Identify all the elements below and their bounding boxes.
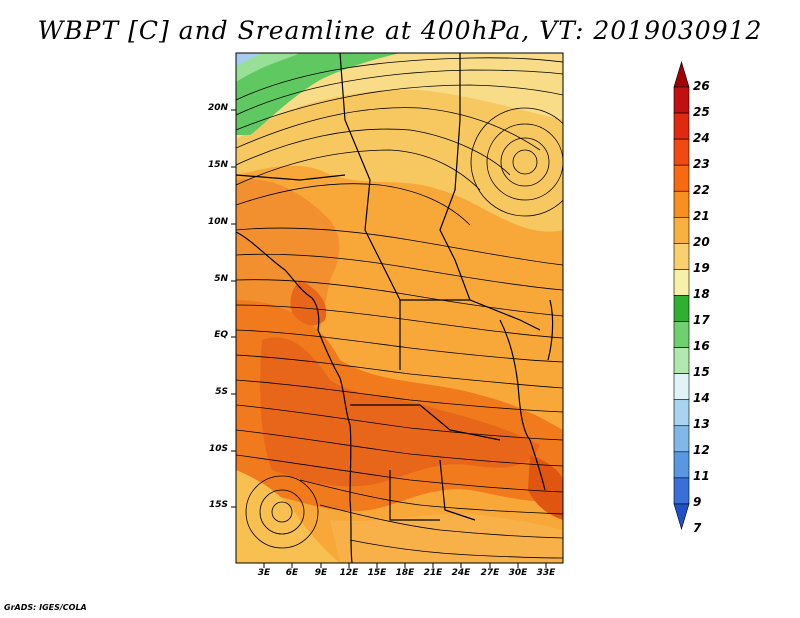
colorbar-label: 18	[693, 287, 710, 301]
lat-ticks	[231, 109, 236, 508]
colorbar-top-arrow	[673, 60, 690, 88]
colorbar-swatch	[673, 138, 690, 166]
coastlines-borders	[236, 53, 554, 563]
colorbar-swatch	[673, 451, 690, 479]
map-frame	[235, 52, 564, 564]
west-redorange-patch	[290, 280, 327, 326]
colorbar	[673, 60, 690, 530]
colorbar-swatch	[673, 190, 690, 218]
colorbar-label: 19	[693, 261, 710, 275]
colorbar-label: 23	[693, 157, 710, 171]
colorbar-label: 20	[693, 235, 710, 249]
southwest-yellow-region	[236, 470, 340, 563]
colorbar-swatch	[673, 216, 690, 244]
colorbar-label: 25	[693, 105, 710, 119]
colorbar-swatch	[673, 321, 690, 348]
lon-label-15e: 15E	[367, 568, 387, 578]
lon-label-27e: 27E	[480, 568, 500, 578]
lon-label-18e: 18E	[395, 568, 415, 578]
colorbar-swatch	[673, 164, 690, 192]
lon-label-21e: 21E	[423, 568, 443, 578]
colorbar-label: 24	[693, 131, 710, 145]
colorbar-label: 17	[693, 313, 710, 327]
lon-label-30e: 30E	[508, 568, 528, 578]
colorbar-label: 7	[693, 521, 702, 535]
lat-label-5s: 5S	[215, 387, 228, 397]
colorbar-swatch	[673, 373, 690, 401]
blue-region	[236, 53, 262, 66]
lat-label-15s: 15S	[208, 500, 228, 510]
lon-label-9e: 9E	[314, 568, 328, 578]
east-red-patch	[528, 455, 563, 520]
wbpt-field	[236, 53, 563, 563]
colorbar-swatch	[673, 112, 690, 140]
colorbar-label: 22	[693, 183, 710, 197]
streamlines	[236, 57, 563, 559]
colorbar-label: 16	[693, 339, 710, 353]
lon-label-24e: 24E	[451, 568, 471, 578]
lat-label-20n: 20N	[207, 103, 228, 113]
green-region	[236, 53, 400, 135]
colorbar-label: 12	[693, 443, 710, 457]
colorbar-swatch	[673, 425, 690, 453]
colorbar-label: 14	[693, 391, 710, 405]
colorbar-swatch	[673, 86, 690, 114]
credit-text: GrADS: IGES/COLA	[4, 603, 87, 612]
lat-label-5n: 5N	[214, 274, 228, 284]
colorbar-label: 9	[693, 495, 702, 509]
south-redorange-region	[260, 337, 540, 487]
south-yellow-region	[330, 513, 563, 563]
colorbar-bottom-arrow	[673, 503, 690, 530]
colorbar-swatch	[673, 269, 690, 296]
colorbar-label: 15	[693, 365, 710, 379]
lon-label-3e: 3E	[257, 568, 271, 578]
lon-label-12e: 12E	[339, 568, 359, 578]
chart-title: WBPT [C] and Sreamline at 400hPa, VT: 20…	[37, 16, 763, 45]
lightgreen-region	[236, 53, 300, 82]
colorbar-swatch	[673, 347, 690, 374]
lon-label-6e: 6E	[285, 568, 299, 578]
lat-label-15n: 15N	[207, 160, 228, 170]
colorbar-label: 21	[693, 209, 710, 223]
lon-ticks	[263, 563, 547, 568]
lat-label-10s: 10S	[208, 444, 228, 454]
lat-label-10n: 10N	[207, 217, 228, 227]
colorbar-swatch	[673, 295, 690, 322]
lat-label-eq: EQ	[214, 330, 228, 340]
colorbar-swatch	[673, 477, 690, 505]
lon-label-33e: 33E	[536, 568, 556, 578]
colorbar-label: 11	[693, 469, 710, 483]
colorbar-label: 26	[693, 79, 710, 93]
colorbar-swatch	[673, 243, 690, 270]
colorbar-swatch	[673, 399, 690, 427]
colorbar-label: 13	[693, 417, 710, 431]
